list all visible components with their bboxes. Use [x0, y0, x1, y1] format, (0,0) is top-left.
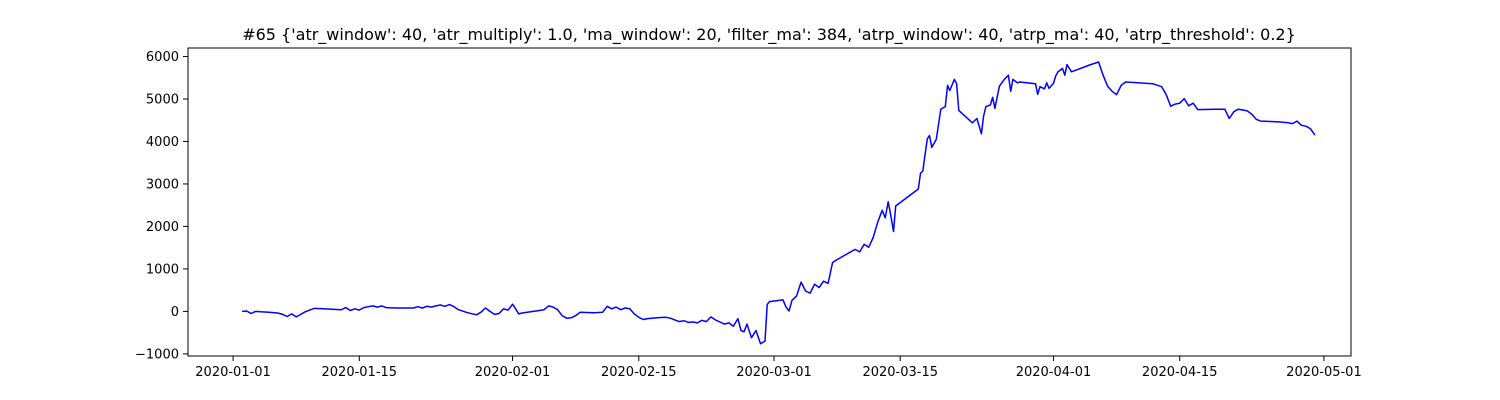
x-tick-label: 2020-05-01 [1286, 365, 1362, 380]
y-tick-label: 3000 [146, 177, 179, 192]
x-tick-label: 2020-02-01 [475, 365, 551, 380]
y-tick-label: 2000 [146, 220, 179, 235]
y-tick-label: 1000 [146, 262, 179, 277]
axis-ticks: 2020-01-01 2020-01-15 2020-02-01 2020-02-15… [135, 50, 1362, 380]
y-tick-label: 4000 [146, 135, 179, 150]
y-tick-label: 6000 [146, 50, 179, 65]
plot-frame [187, 47, 1352, 357]
x-tick-label: 2020-03-15 [862, 365, 938, 380]
x-tick-label: 2020-01-01 [195, 365, 271, 380]
x-tick-label: 2020-01-15 [322, 365, 398, 380]
x-tick-label: 2020-03-01 [736, 365, 812, 380]
x-tick-label: 2020-04-01 [1016, 365, 1092, 380]
x-tick-label: 2020-04-15 [1142, 365, 1218, 380]
y-tick-label: 5000 [146, 92, 179, 107]
y-tick-label: 0 [171, 305, 179, 320]
equity-line [242, 61, 1316, 345]
x-tick-label: 2020-02-15 [601, 365, 677, 380]
y-tick-label: −1000 [135, 347, 179, 362]
chart-title: #65 {'atr_window': 40, 'atr_multiply': 1… [242, 25, 1296, 45]
